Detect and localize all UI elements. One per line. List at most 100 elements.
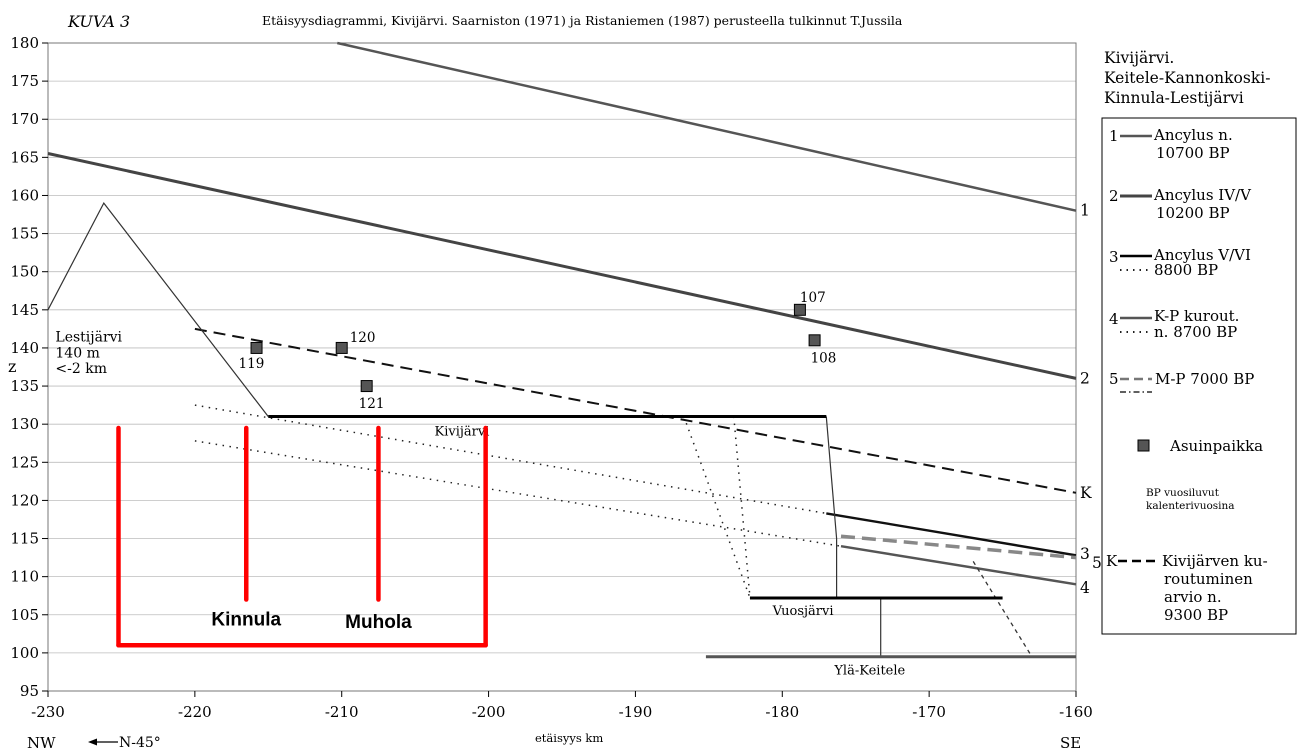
- y-tick-label: 140: [10, 339, 39, 357]
- y-tick-label: 180: [10, 34, 39, 52]
- legend-number: 4: [1109, 310, 1119, 328]
- site-marker: [793, 303, 806, 316]
- line-end-label: 2: [1080, 369, 1090, 387]
- y-tick-label: 145: [10, 301, 39, 319]
- x-axis-label: etäisyys km: [535, 731, 603, 745]
- red-label: Muhola: [345, 612, 412, 633]
- lake-levels: Kivijärvi Vuosjärvi Ylä-Keitele: [268, 415, 1076, 679]
- legend-site-label: Asuinpaikka: [1169, 437, 1263, 455]
- legend-number: 5: [1109, 370, 1119, 388]
- legend-item-5: 5 M-P 7000 BP: [1109, 370, 1254, 393]
- series-line-dotted-connector-a: [683, 416, 751, 599]
- plot-frame: [47, 42, 1077, 692]
- legend-note: BP vuosiluvut kalenterivuosina: [1146, 487, 1235, 512]
- site-marker: [250, 341, 263, 354]
- x-tick-label: -220: [178, 703, 212, 721]
- series-line-2: [47, 152, 1077, 380]
- series-line-3: [194, 404, 827, 515]
- annotation-text: 140 m: [55, 346, 99, 362]
- legend-text: arvio n.: [1164, 588, 1222, 606]
- direction-right: SE: [1060, 734, 1081, 751]
- legend-text: K-P kurout.: [1154, 307, 1239, 325]
- series-line-3: [826, 512, 1077, 557]
- legend-note-line: BP vuosiluvut: [1146, 487, 1220, 499]
- legend: 1 Ancylus n. 10700 BP 2 Ancylus IV/V 102…: [1101, 117, 1297, 635]
- legend-text: 8800 BP: [1154, 261, 1218, 279]
- line-end-label: K: [1080, 484, 1092, 502]
- site-label: 107: [800, 290, 826, 306]
- legend-text: 9300 BP: [1164, 606, 1228, 624]
- legend-item-k: K Kivijärven ku- routuminen arvio n. 930…: [1106, 552, 1268, 624]
- site-label: 119: [239, 356, 265, 372]
- axis-ticks: 95 100 105 110 115 120 125 130 135 140 145 150 155 16…: [10, 34, 1092, 721]
- y-tick-label: 100: [10, 644, 39, 662]
- annotation-text: <-2 km: [55, 361, 107, 377]
- x-tick-label: -160: [1059, 703, 1093, 721]
- series-line-5: [840, 534, 1077, 560]
- legend-number: 3: [1109, 248, 1119, 266]
- region-title: Kivijärvi. Keitele-Kannonkoski- Kinnula-…: [1104, 49, 1270, 107]
- y-tick-label: 125: [10, 453, 39, 471]
- legend-item-4: 4 K-P kurout. n. 8700 BP: [1109, 307, 1239, 341]
- series-line-1: [337, 41, 1077, 212]
- red-overlay: Kinnula Muhola: [116, 425, 488, 648]
- direction-arrow-label: N-45°: [119, 735, 161, 751]
- y-tick-label: 150: [10, 263, 39, 281]
- legend-site: Asuinpaikka: [1137, 437, 1263, 455]
- figure-label: KUVA 3: [67, 12, 130, 31]
- region-title-line: Keitele-Kannonkoski-: [1104, 69, 1270, 87]
- series-line-ylakeitele-connector: [972, 561, 1033, 658]
- line-end-label: 3: [1080, 545, 1090, 563]
- direction-arrow: N-45°: [88, 735, 161, 751]
- arrow-head-icon: [88, 738, 97, 746]
- y-tick-label: 165: [10, 148, 39, 166]
- legend-number: K: [1106, 552, 1118, 570]
- y-tick-label: 115: [10, 530, 39, 548]
- legend-text: Ancylus n.: [1153, 126, 1233, 144]
- direction-left: NW: [27, 734, 56, 751]
- legend-item-2: 2 Ancylus IV/V 10200 BP: [1109, 186, 1252, 222]
- plot-border: [47, 42, 1077, 692]
- x-tick-label: -170: [912, 703, 946, 721]
- legend-text: Ancylus IV/V: [1153, 186, 1252, 204]
- legend-number: 1: [1109, 127, 1119, 145]
- series-lines: [47, 41, 1077, 658]
- annotation-text: Lestijärvi: [55, 330, 122, 346]
- series-line-4: [194, 440, 842, 547]
- y-tick-label: 95: [20, 682, 39, 700]
- site-label: 108: [811, 350, 837, 366]
- x-tick-label: -210: [325, 703, 359, 721]
- site-label: 121: [359, 396, 385, 412]
- site-marker: [808, 334, 821, 347]
- series-line-K: [194, 327, 1077, 494]
- line-end-label: 1: [1080, 202, 1090, 220]
- y-tick-label: 110: [10, 568, 39, 586]
- y-axis-label: z: [8, 357, 16, 376]
- series-line-4: [840, 544, 1077, 586]
- site-marker: [360, 380, 373, 393]
- red-label: Kinnula: [211, 610, 281, 631]
- sites: 107 108 119 120 121: [239, 290, 837, 412]
- y-tick-label: 155: [10, 225, 39, 243]
- y-tick-label: 105: [10, 606, 39, 624]
- figure-title: Etäisyysdiagrammi, Kivijärvi. Saarniston…: [262, 13, 903, 28]
- legend-text: M-P 7000 BP: [1155, 370, 1254, 388]
- legend-text: Kivijärven ku-: [1162, 552, 1268, 570]
- legend-text: 10700 BP: [1156, 144, 1230, 162]
- site-label: 120: [350, 330, 376, 346]
- lake-label: Kivijärvi: [435, 425, 490, 440]
- site-marker: [335, 341, 348, 354]
- legend-text: Ancylus V/VI: [1153, 246, 1251, 264]
- series-line-relief: [47, 201, 269, 417]
- region-title-line: Kivijärvi.: [1104, 49, 1174, 67]
- y-tick-label: 160: [10, 186, 39, 204]
- legend-text: 10200 BP: [1156, 204, 1230, 222]
- y-tick-label: 135: [10, 377, 39, 395]
- legend-item-3: 3 Ancylus V/VI 8800 BP: [1109, 246, 1251, 279]
- legend-text: n. 8700 BP: [1154, 323, 1237, 341]
- x-tick-label: -230: [31, 703, 65, 721]
- x-tick-label: -180: [765, 703, 799, 721]
- legend-item-1: 1 Ancylus n. 10700 BP: [1109, 126, 1233, 162]
- x-tick-label: -190: [619, 703, 653, 721]
